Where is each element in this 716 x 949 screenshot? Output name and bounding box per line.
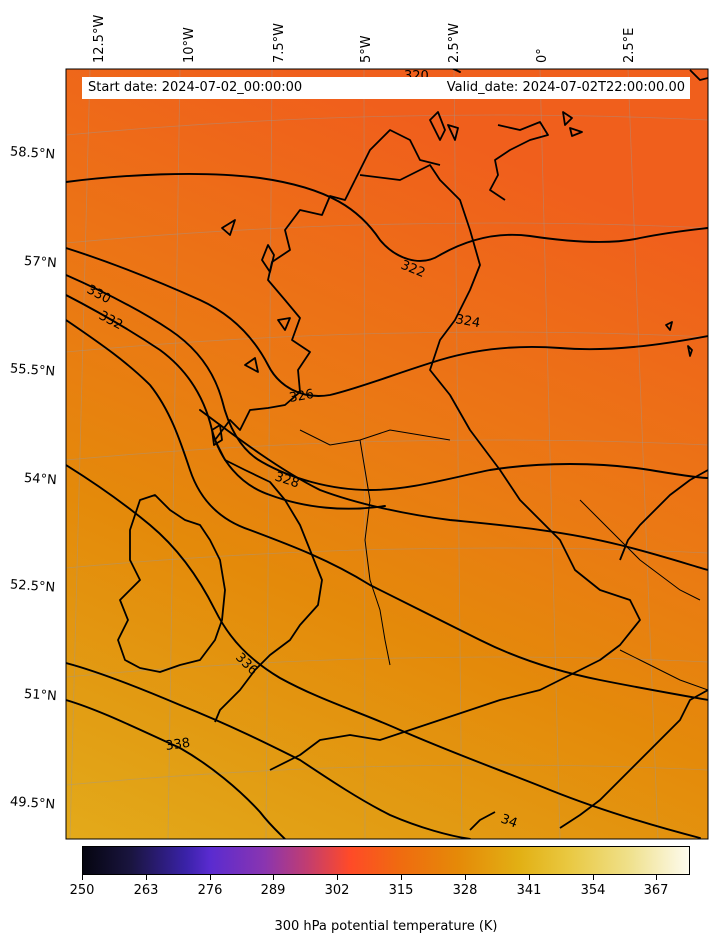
colorbar (82, 846, 690, 875)
lat-label: 55.5°N (9, 361, 56, 380)
contour-label: 328 (273, 470, 301, 492)
lat-label: 57°N (23, 253, 58, 272)
graticule (66, 69, 708, 839)
colorbar-tick-label: 250 (69, 883, 95, 898)
colorbar-tick-label: 276 (197, 883, 223, 898)
lon-label: 12.5°W (92, 14, 107, 63)
colorbar-title: 300 hPa potential temperature (K) (274, 919, 498, 934)
colorbar-tick-label: 302 (324, 883, 350, 898)
start-date: Start date: 2024-07-02_00:00:00 (88, 80, 303, 95)
lat-label: 54°N (23, 470, 58, 489)
colorbar-tick-label: 367 (643, 883, 669, 898)
date-banner: Start date: 2024-07-02_00:00:00 Valid_da… (82, 77, 690, 99)
lon-label: 0° (535, 48, 550, 63)
colorbar-tick-label: 341 (516, 883, 542, 898)
contour-label: 338 (164, 736, 191, 754)
lon-label: 2.5°W (447, 22, 462, 63)
colorbar-tick-label: 354 (580, 883, 606, 898)
temperature-field (66, 69, 708, 839)
colorbar-tick (337, 875, 338, 880)
contours (66, 69, 708, 839)
colorbar-tick (529, 875, 530, 880)
contour-label: 326 (288, 387, 315, 406)
lat-label: 49.5°N (9, 794, 56, 813)
coastlines (117, 69, 708, 831)
colorbar-tick-label: 328 (452, 883, 478, 898)
valid-date: Valid_date: 2024-07-02T22:00:00.00 (446, 80, 685, 95)
colorbar-tick-label: 289 (260, 883, 286, 898)
colorbar-tick (401, 875, 402, 880)
contour-label: 324 (454, 312, 481, 331)
lat-label: 52.5°N (9, 577, 56, 596)
colorbar-tick (146, 875, 147, 880)
lat-label: 58.5°N (9, 144, 56, 163)
colorbar-tick (656, 875, 657, 880)
lon-label: 5°W (359, 35, 374, 63)
colorbar-tick-label: 315 (388, 883, 414, 898)
lon-label: 2.5°E (622, 27, 637, 63)
map-frame (65, 68, 709, 840)
lon-label: 7.5°W (272, 22, 287, 63)
colorbar-tick (593, 875, 594, 880)
contour-label: 34 (499, 812, 520, 832)
colorbar-tick (210, 875, 211, 880)
lat-label: 51°N (23, 686, 58, 705)
colorbar-tick (273, 875, 274, 880)
colorbar-tick-label: 263 (133, 883, 159, 898)
colorbar-tick (465, 875, 466, 880)
lon-label: 10°W (182, 27, 197, 63)
colorbar-tick (82, 875, 83, 880)
borders (299, 429, 708, 691)
